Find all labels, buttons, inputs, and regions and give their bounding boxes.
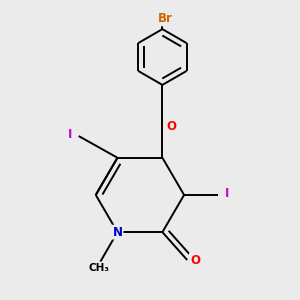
- Text: Br: Br: [158, 12, 173, 26]
- Text: I: I: [225, 187, 229, 200]
- Text: O: O: [190, 254, 200, 266]
- Text: I: I: [68, 128, 72, 141]
- Text: O: O: [167, 120, 177, 133]
- Text: N: N: [112, 226, 122, 238]
- Text: CH₃: CH₃: [88, 263, 110, 273]
